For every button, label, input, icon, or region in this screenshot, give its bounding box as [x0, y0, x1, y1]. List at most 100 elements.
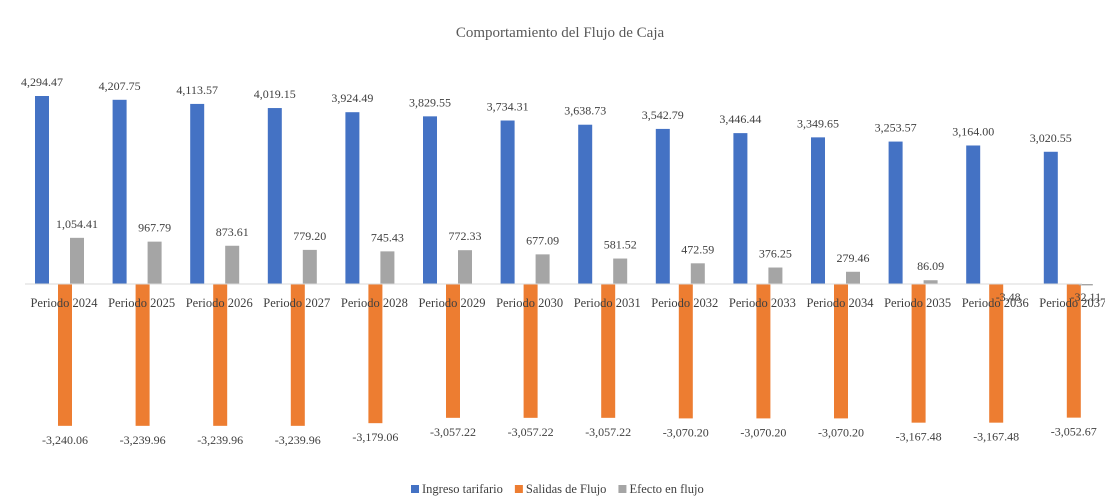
category-label-4: Periodo 2028	[341, 296, 408, 310]
category-labels-group: Periodo 2024 Periodo 2025 Periodo 2026 Peri…	[30, 296, 1105, 310]
bar-ingreso-0	[35, 96, 49, 284]
data-label-salidas-13: -3,052.67	[1051, 425, 1097, 439]
category-label-11: Periodo 2035	[884, 296, 951, 310]
bar-salidas-2	[213, 284, 228, 426]
bar-ingreso-8	[655, 128, 670, 284]
legend-swatch-0	[411, 485, 419, 493]
bar-ingreso-7	[578, 124, 593, 285]
category-label-2: Periodo 2026	[186, 296, 253, 310]
data-label-salidas-9: -3,070.20	[740, 425, 786, 439]
bar-ingreso-12	[966, 145, 981, 284]
bar-salidas-5	[446, 284, 460, 418]
bar-ingreso-1	[112, 99, 127, 284]
bar-salidas-12	[989, 284, 1004, 423]
legend-swatch-1	[514, 485, 523, 493]
data-label-ingreso-7: 3,638.73	[564, 104, 606, 118]
category-label-13: Periodo 2037	[1039, 296, 1105, 310]
data-label-efecto-4: 745.43	[371, 230, 404, 244]
category-label-3: Periodo 2027	[263, 296, 330, 310]
category-label-5: Periodo 2029	[418, 296, 485, 310]
category-label-12: Periodo 2036	[962, 296, 1029, 310]
bar-ingreso-11	[888, 141, 903, 284]
data-label-ingreso-9: 3,446.44	[719, 112, 761, 126]
bars-group	[35, 96, 1093, 426]
bar-salidas-0	[58, 284, 72, 426]
data-label-ingreso-12: 3,164.00	[952, 124, 994, 138]
bar-salidas-3	[290, 284, 305, 426]
data-label-ingreso-1: 4,207.75	[99, 79, 141, 93]
bar-salidas-1	[135, 284, 150, 426]
legend-label-1: Salidas de Flujo	[526, 482, 607, 496]
data-label-efecto-7: 581.52	[604, 238, 637, 252]
legend-swatch-2	[618, 485, 627, 493]
data-label-salidas-10: -3,070.20	[818, 425, 864, 439]
bar-efecto-5	[458, 250, 472, 284]
legend: Ingreso tarifario Salidas de Flujo Efecto …	[411, 482, 704, 496]
data-label-efecto-6: 677.09	[526, 233, 559, 247]
data-label-ingreso-10: 3,349.65	[797, 116, 839, 130]
data-label-efecto-8: 472.59	[681, 242, 714, 256]
bar-efecto-2	[225, 245, 240, 284]
data-label-salidas-6: -3,057.22	[508, 425, 554, 439]
data-label-salidas-5: -3,057.22	[430, 425, 476, 439]
data-label-efecto-3: 779.20	[293, 229, 326, 243]
bar-efecto-4	[380, 251, 395, 284]
data-label-efecto-13: -32.11	[1071, 290, 1102, 304]
bar-ingreso-4	[345, 112, 360, 284]
category-label-7: Periodo 2031	[574, 296, 641, 310]
legend-label-0: Ingreso tarifario	[422, 482, 503, 496]
legend-label-2: Efecto en flujo	[629, 482, 703, 496]
data-label-efecto-0: 1,054.41	[56, 217, 98, 231]
bar-salidas-4	[368, 284, 383, 424]
data-label-salidas-12: -3,167.48	[973, 430, 1019, 444]
data-label-salidas-7: -3,057.22	[585, 425, 631, 439]
bar-efecto-6	[535, 254, 550, 284]
bar-ingreso-10	[811, 137, 825, 284]
bar-ingreso-3	[267, 108, 282, 284]
data-label-ingreso-11: 3,253.57	[875, 121, 917, 135]
category-label-8: Periodo 2032	[651, 296, 718, 310]
data-label-salidas-11: -3,167.48	[896, 430, 942, 444]
data-label-efecto-11: 86.09	[917, 259, 944, 273]
data-label-ingreso-5: 3,829.55	[409, 95, 451, 109]
data-label-salidas-1: -3,239.96	[120, 433, 166, 447]
bar-ingreso-9	[733, 133, 748, 284]
data-label-salidas-2: -3,239.96	[197, 433, 243, 447]
bar-efecto-0	[70, 237, 84, 284]
data-label-salidas-0: -3,240.06	[42, 433, 88, 447]
bar-ingreso-13	[1043, 151, 1058, 284]
bar-efecto-10	[846, 271, 860, 284]
bar-efecto-7	[613, 258, 628, 284]
chart-title: Comportamiento del Flujo de Caja	[456, 25, 665, 41]
bar-efecto-9	[768, 267, 783, 284]
bar-efecto-8	[690, 263, 705, 284]
data-label-efecto-1: 967.79	[138, 221, 171, 235]
bar-ingreso-2	[190, 103, 205, 284]
data-label-ingreso-3: 4,019.15	[254, 87, 296, 101]
data-label-ingreso-4: 3,924.49	[331, 91, 373, 105]
data-label-ingreso-8: 3,542.79	[642, 108, 684, 122]
bar-efecto-11	[923, 280, 938, 284]
bar-salidas-11	[911, 284, 926, 423]
data-label-salidas-8: -3,070.20	[663, 425, 709, 439]
data-label-efecto-9: 376.25	[759, 247, 792, 261]
category-label-10: Periodo 2034	[806, 296, 874, 310]
data-label-ingreso-2: 4,113.57	[176, 83, 218, 97]
category-label-0: Periodo 2024	[30, 296, 98, 310]
data-label-salidas-3: -3,239.96	[275, 433, 321, 447]
category-label-9: Periodo 2033	[729, 296, 796, 310]
data-labels-group: 4,294.47 -3,240.06 1,054.41 4,207.75 -3,239.…	[21, 75, 1101, 447]
bar-ingreso-5	[423, 116, 437, 284]
bar-efecto-1	[147, 241, 162, 284]
data-label-ingreso-6: 3,734.31	[487, 100, 529, 114]
data-label-ingreso-13: 3,020.55	[1030, 131, 1072, 145]
data-label-efecto-2: 873.61	[216, 225, 249, 239]
bar-salidas-9	[756, 284, 771, 419]
bar-salidas-10	[834, 284, 848, 419]
data-label-efecto-5: 772.33	[449, 229, 482, 243]
category-label-6: Periodo 2030	[496, 296, 563, 310]
bar-salidas-6	[523, 284, 538, 418]
bar-salidas-8	[678, 284, 693, 419]
data-label-efecto-10: 279.46	[837, 251, 870, 265]
